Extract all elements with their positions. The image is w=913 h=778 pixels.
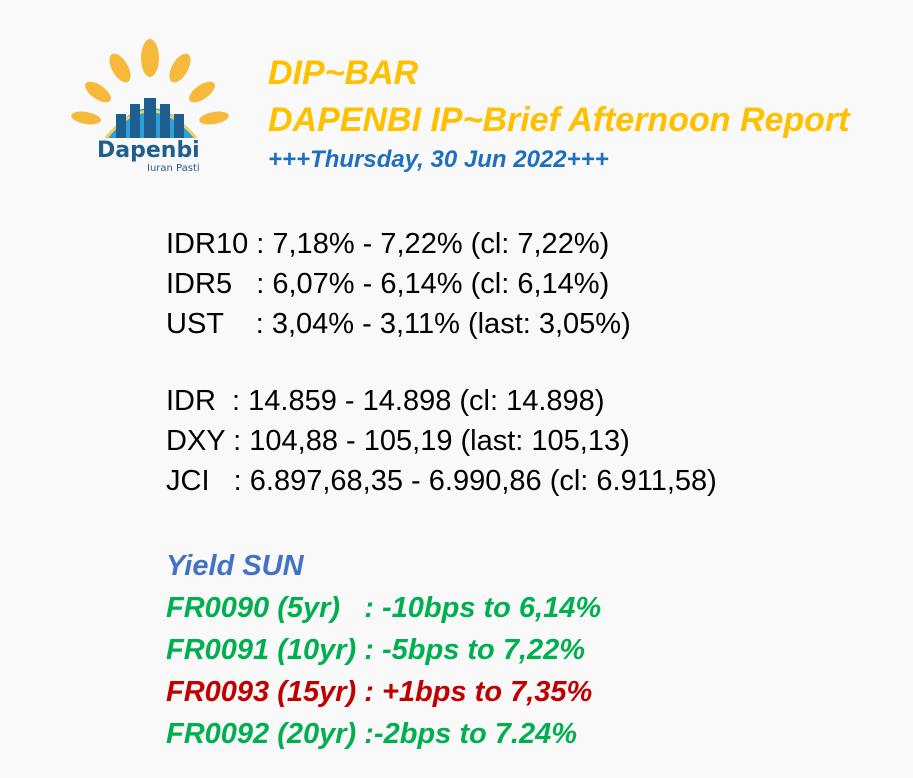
market-label: IDR (166, 385, 224, 417)
logo-name: Dapenbi (97, 138, 200, 163)
rate-sep: : (248, 228, 273, 260)
market-sep: : (225, 465, 250, 497)
market-value: 14.859 - 14.898 (cl: 14.898) (248, 385, 605, 417)
yield-row-fr0093: FR0093 (15yr) : +1bps to 7,35% (166, 676, 593, 708)
market-row-idr: IDR : 14.859 - 14.898 (cl: 14.898) (166, 381, 717, 421)
rate-label: IDR10 (166, 228, 249, 260)
rate-value: 6,07% - 6,14% (cl: 6,14%) (272, 268, 610, 300)
rate-row-idr10: IDR10 : 7,18% - 7,22% (cl: 7,22%) (166, 224, 717, 264)
yield-heading: Yield SUN (166, 550, 304, 582)
rate-sep: : (248, 268, 273, 300)
report-subtitle: DAPENBI IP~Brief Afternoon Report (268, 101, 850, 139)
rate-row-idr5: IDR5 : 6,07% - 6,14% (cl: 6,14%) (166, 264, 717, 304)
market-row-dxy: DXY : 104,88 - 105,19 (last: 105,13) (166, 421, 717, 461)
market-row-jci: JCI : 6.897,68,35 - 6.990,86 (cl: 6.911,… (166, 461, 717, 501)
market-value: 6.897,68,35 - 6.990,86 (cl: 6.911,58) (249, 465, 717, 497)
rate-value: 7,18% - 7,22% (cl: 7,22%) (272, 228, 610, 260)
rate-value: 3,04% - 3,11% (last: 3,05%) (271, 308, 631, 340)
rate-label: IDR5 (166, 268, 249, 300)
market-label: DXY (166, 425, 226, 457)
market-sep: : (224, 385, 249, 417)
market-sep: : (225, 425, 250, 457)
yield-row-fr0092: FR0092 (20yr) :-2bps to 7.24% (166, 718, 577, 750)
dapenbi-logo (58, 38, 238, 178)
report-date: +++Thursday, 30 Jun 2022+++ (268, 146, 609, 173)
yield-row-fr0091: FR0091 (10yr) : -5bps to 7,22% (166, 634, 586, 666)
market-label: JCI (166, 465, 226, 497)
yield-sun-section: Yield SUN FR0090 (5yr) : -10bps to 6,14%… (166, 545, 601, 755)
yield-row-fr0090: FR0090 (5yr) : -10bps to 6,14% (166, 592, 602, 624)
rate-label: UST (166, 308, 248, 340)
rates-section: IDR10 : 7,18% - 7,22% (cl: 7,22%) IDR5 :… (166, 224, 717, 501)
report-title: DIP~BAR (268, 54, 419, 92)
rate-sep: : (247, 308, 272, 340)
market-value: 104,88 - 105,19 (last: 105,13) (249, 425, 630, 457)
rate-row-ust: UST : 3,04% - 3,11% (last: 3,05%) (166, 304, 717, 344)
section-gap (166, 344, 717, 381)
sunburst-logo-icon (71, 39, 229, 139)
logo-tagline: Iuran Pasti (147, 163, 200, 174)
